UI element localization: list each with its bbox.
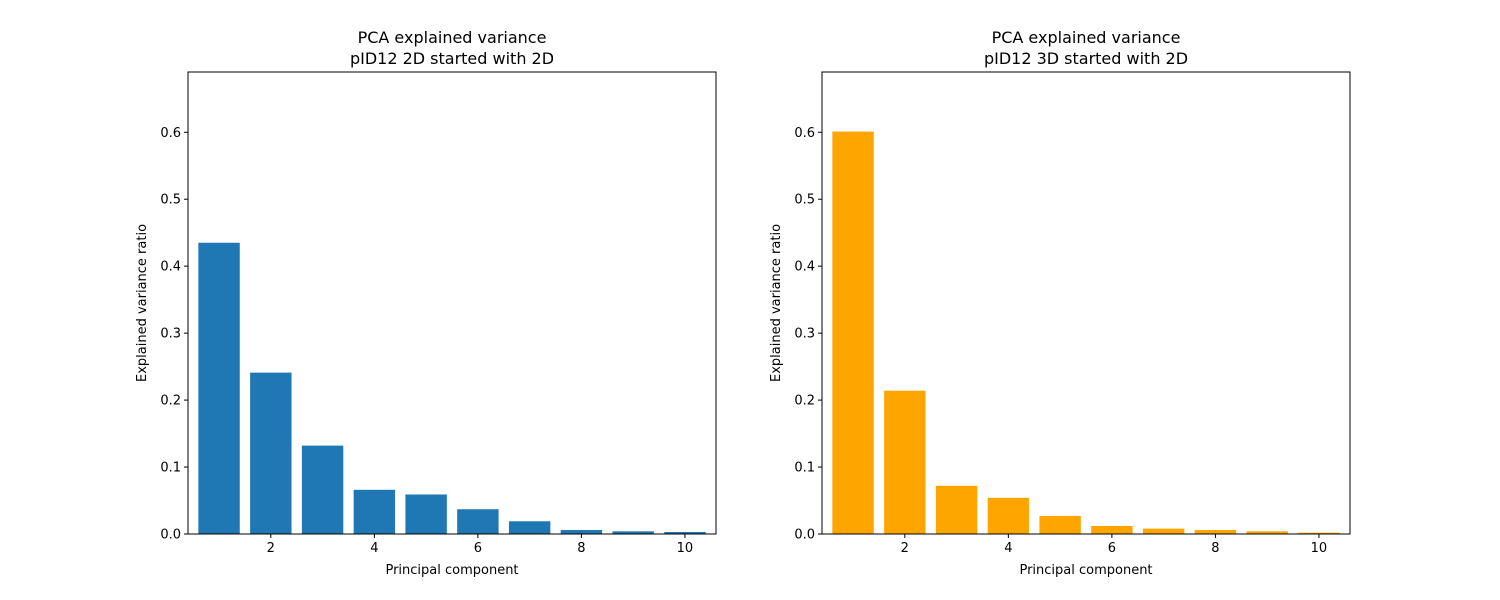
bar-pc-7 bbox=[1142, 528, 1185, 534]
plot-frame bbox=[821, 71, 1351, 535]
x-tick-label: 2 bbox=[901, 541, 909, 556]
x-tick-label: 8 bbox=[577, 541, 585, 556]
x-tick-label: 8 bbox=[1211, 541, 1219, 556]
y-tick-label: 0.3 bbox=[160, 327, 181, 342]
chart-title: PCA explained variance bbox=[358, 28, 547, 47]
y-axis-ticks: 0.0 0.1 0.2 0.3 0.4 0.5 0.6 bbox=[794, 126, 822, 543]
x-tick-label: 4 bbox=[1004, 541, 1012, 556]
y-tick-label: 0.0 bbox=[160, 528, 181, 543]
x-axis-ticks: 2 4 6 8 10 bbox=[901, 534, 1328, 556]
y-tick-label: 0.1 bbox=[160, 461, 181, 476]
bar-pc-5 bbox=[405, 494, 447, 534]
y-tick-label: 0.6 bbox=[160, 126, 181, 141]
y-axis-ticks: 0.0 0.1 0.2 0.3 0.4 0.5 0.6 bbox=[160, 126, 188, 543]
bar-pc-6 bbox=[1091, 525, 1133, 534]
x-axis-label: Principal component bbox=[1019, 563, 1152, 578]
y-tick-label: 0.5 bbox=[160, 193, 181, 208]
x-tick-label: 10 bbox=[1311, 541, 1328, 556]
bar-pc-1 bbox=[198, 242, 240, 535]
x-tick-label: 2 bbox=[267, 541, 275, 556]
bar-pc-7 bbox=[508, 521, 551, 534]
bar-pc-6 bbox=[457, 509, 499, 534]
y-axis-label: Explained variance ratio bbox=[769, 224, 784, 382]
x-axis-label: Principal component bbox=[385, 563, 518, 578]
bar-pc-9 bbox=[1246, 531, 1288, 534]
plot-frame bbox=[187, 71, 717, 535]
chart-right: PCA explained variance pID12 3D started … bbox=[769, 28, 1351, 578]
chart-subtitle: pID12 2D started with 2D bbox=[350, 49, 554, 68]
chart-left: PCA explained variance pID12 2D started … bbox=[135, 28, 717, 578]
bar-pc-10 bbox=[664, 531, 706, 534]
chart-title: PCA explained variance bbox=[992, 28, 1181, 47]
bar-pc-3 bbox=[935, 485, 978, 534]
y-tick-label: 0.2 bbox=[160, 394, 181, 409]
bar-group bbox=[198, 242, 706, 535]
bar-pc-9 bbox=[612, 531, 654, 534]
x-axis-ticks: 2 4 6 8 10 bbox=[267, 534, 694, 556]
y-tick-label: 0.4 bbox=[794, 260, 815, 275]
y-tick-label: 0.4 bbox=[160, 260, 181, 275]
x-tick-label: 10 bbox=[677, 541, 694, 556]
bar-pc-2 bbox=[250, 372, 292, 534]
bar-group bbox=[832, 131, 1340, 534]
bar-pc-2 bbox=[884, 390, 926, 534]
x-tick-label: 6 bbox=[474, 541, 482, 556]
bar-pc-10 bbox=[1298, 532, 1340, 534]
y-tick-label: 0.0 bbox=[794, 528, 815, 543]
bar-pc-3 bbox=[301, 445, 344, 534]
bar-pc-8 bbox=[1194, 529, 1237, 534]
chart-subtitle: pID12 3D started with 2D bbox=[984, 49, 1188, 68]
y-tick-label: 0.3 bbox=[794, 327, 815, 342]
y-tick-label: 0.6 bbox=[794, 126, 815, 141]
bar-pc-8 bbox=[560, 529, 603, 534]
x-tick-label: 4 bbox=[370, 541, 378, 556]
y-tick-label: 0.1 bbox=[794, 461, 815, 476]
bar-pc-4 bbox=[987, 497, 1030, 534]
y-tick-label: 0.5 bbox=[794, 193, 815, 208]
y-axis-label: Explained variance ratio bbox=[135, 224, 150, 382]
bar-pc-4 bbox=[353, 489, 396, 534]
y-tick-label: 0.2 bbox=[794, 394, 815, 409]
x-tick-label: 6 bbox=[1108, 541, 1116, 556]
bar-pc-1 bbox=[832, 131, 874, 534]
bar-pc-5 bbox=[1039, 515, 1081, 534]
